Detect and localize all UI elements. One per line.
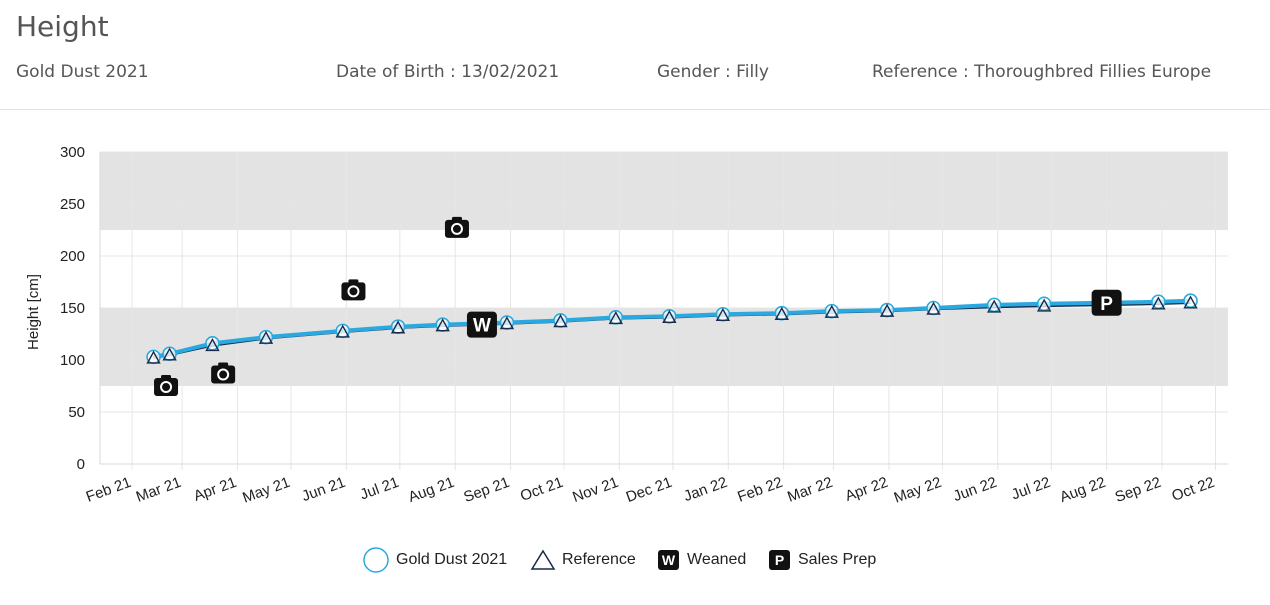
x-tick-label: May 22: [892, 474, 944, 507]
x-tick-label: May 21: [240, 474, 292, 507]
x-tick-label: Jul 21: [358, 474, 401, 504]
gender: Gender : Filly: [657, 62, 769, 82]
y-tick-label: 150: [60, 300, 85, 317]
sales-prep-icon: P: [769, 550, 790, 570]
reference-band: [100, 152, 1228, 230]
x-tick-label: Jun 22: [951, 474, 999, 505]
sales-prep-marker: P: [1091, 289, 1122, 316]
legend-item-horse[interactable]: Gold Dust 2021: [362, 546, 507, 574]
header-divider: [0, 109, 1270, 110]
reference-point: [1151, 296, 1166, 310]
x-tick-label: Jul 22: [1009, 474, 1052, 504]
y-tick-label: 0: [77, 456, 85, 473]
reference-point: [662, 309, 677, 324]
x-tick-label: Mar 22: [785, 474, 835, 506]
reference-point: [390, 320, 406, 334]
legend-label-weaned: Weaned: [687, 551, 747, 568]
reference-label: Reference : Thoroughbred Fillies Europe: [872, 62, 1212, 82]
x-tick-label: Sep 21: [461, 474, 511, 506]
triangle-icon: [530, 549, 556, 570]
x-tick-label: Feb 21: [84, 474, 134, 506]
reference-point: [205, 337, 220, 352]
y-tick-label: 50: [68, 404, 85, 421]
reference-point: [715, 307, 731, 321]
reference-point: [926, 301, 941, 315]
legend-item-reference[interactable]: Reference: [530, 546, 636, 574]
y-tick-label: 200: [60, 248, 85, 265]
reference-point: [435, 318, 450, 332]
reference-point: [824, 304, 839, 318]
camera-icon: [341, 279, 366, 301]
x-tick-label: Dec 21: [624, 474, 674, 506]
sales-prep-glyph: P: [775, 552, 784, 568]
reference-point: [146, 350, 161, 364]
reference-point: [553, 314, 568, 328]
circle-icon: [363, 547, 389, 573]
legend-item-sales-prep[interactable]: P Sales Prep: [768, 546, 876, 574]
horse-name: Gold Dust 2021: [16, 62, 149, 82]
x-tick-label: Aug 21: [406, 474, 456, 506]
reference-point: [258, 330, 274, 344]
weaned-glyph: W: [662, 552, 676, 568]
reference-point: [879, 303, 895, 317]
legend-label-reference: Reference: [562, 551, 636, 568]
x-tick-label: Apr 21: [191, 474, 238, 505]
x-tick-label: Jan 22: [681, 474, 729, 505]
reference-point: [987, 299, 1002, 313]
x-tick-label: Nov 21: [570, 474, 620, 506]
reference-point: [1036, 298, 1052, 312]
x-tick-label: Feb 22: [735, 474, 785, 506]
event-marker-label: P: [1100, 294, 1113, 315]
legend-label-sales-prep: Sales Prep: [798, 551, 877, 568]
date-of-birth: Date of Birth : 13/02/2021: [336, 62, 560, 82]
y-tick-label: 300: [60, 144, 85, 161]
legend-label-horse: Gold Dust 2021: [396, 551, 508, 568]
reference-point: [774, 306, 789, 320]
x-tick-label: Mar 21: [134, 474, 184, 506]
x-tick-label: Aug 22: [1058, 474, 1108, 506]
y-tick-label: 250: [60, 196, 85, 213]
reference-point: [499, 316, 515, 330]
x-tick-label: Jun 21: [300, 474, 348, 505]
camera-icon: [154, 375, 179, 396]
reference-point: [162, 347, 177, 361]
x-tick-label: Oct 22: [1170, 474, 1217, 505]
y-axis-label: Height [cm]: [25, 274, 42, 350]
weaned-marker: W: [466, 311, 497, 338]
reference-point: [608, 310, 623, 325]
x-tick-label: Apr 22: [843, 474, 890, 505]
x-tick-label: Oct 21: [518, 474, 565, 505]
event-marker-label: W: [473, 316, 491, 337]
page-title: Height: [16, 10, 109, 43]
y-tick-label: 100: [60, 352, 85, 369]
weaned-icon: W: [658, 550, 679, 570]
legend-item-weaned[interactable]: W Weaned: [657, 546, 746, 574]
reference-point: [335, 324, 350, 338]
x-tick-label: Sep 22: [1113, 474, 1163, 506]
camera-icon: [444, 216, 469, 238]
chart-legend: Gold Dust 2021 Reference W Weaned P Sale…: [0, 546, 1270, 574]
reference-point: [1183, 295, 1198, 309]
camera-icon: [211, 362, 236, 384]
